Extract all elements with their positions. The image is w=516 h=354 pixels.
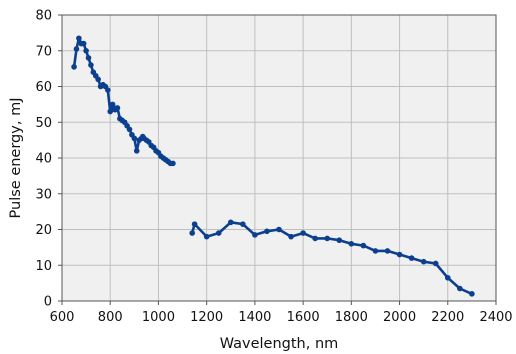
x-tick-label: 2000	[383, 310, 416, 325]
data-point	[76, 35, 82, 42]
x-tick-label: 1000	[142, 310, 175, 325]
data-point	[432, 260, 439, 267]
data-point	[227, 219, 234, 226]
x-tick-label: 2400	[479, 310, 512, 325]
data-point	[396, 251, 403, 258]
data-point	[126, 126, 133, 133]
data-point	[288, 233, 294, 240]
y-tick-label: 20	[35, 223, 52, 238]
x-tick-label: 600	[50, 310, 75, 325]
data-point	[276, 226, 282, 233]
data-point	[80, 40, 87, 47]
data-point	[170, 160, 176, 167]
data-point	[300, 230, 306, 236]
x-tick-label: 1600	[287, 310, 320, 325]
data-point	[324, 235, 331, 242]
data-point	[240, 221, 246, 227]
y-tick-label: 50	[35, 116, 52, 131]
data-point	[215, 230, 222, 236]
y-tick-label: 10	[35, 259, 52, 274]
data-point	[408, 255, 415, 261]
data-point	[133, 148, 140, 154]
y-tick-label: 60	[35, 80, 52, 95]
data-point	[469, 291, 475, 297]
x-axis-ticks: 600 800 1000 1200 1400 1600 1800 2000 2200 2400	[50, 301, 513, 325]
x-tick-label: 1200	[190, 310, 223, 325]
series-points	[71, 35, 475, 297]
data-point	[107, 108, 114, 115]
data-point	[252, 232, 258, 238]
data-point	[83, 47, 89, 54]
y-tick-label: 0	[44, 295, 52, 310]
y-axis-title: Pulse energy, mJ	[8, 98, 24, 219]
x-tick-label: 1400	[238, 310, 271, 325]
data-point	[384, 248, 391, 254]
data-point	[444, 274, 451, 281]
data-point	[312, 235, 318, 242]
data-point	[71, 64, 77, 70]
data-point	[131, 135, 138, 142]
data-point	[88, 62, 94, 68]
x-axis-title: Wavelength, nm	[220, 336, 339, 352]
y-tick-label: 30	[35, 187, 52, 202]
data-point	[372, 248, 379, 254]
data-point	[95, 76, 101, 83]
data-point	[191, 221, 198, 227]
data-point	[105, 87, 111, 93]
y-tick-label: 40	[35, 152, 52, 167]
data-point	[360, 242, 367, 249]
y-axis-ticks: 0 10 20 30 40 50 60 70 80	[35, 9, 62, 310]
data-point	[189, 230, 195, 236]
data-point	[85, 55, 92, 61]
x-tick-label: 2200	[431, 310, 464, 325]
data-point	[420, 258, 427, 265]
data-point	[73, 46, 80, 52]
data-point	[114, 105, 121, 111]
data-point	[348, 241, 355, 247]
data-point	[336, 237, 343, 244]
y-tick-label: 70	[35, 44, 52, 59]
x-tick-label: 800	[98, 310, 123, 325]
data-point	[457, 285, 463, 292]
y-tick-label: 80	[35, 9, 52, 24]
data-point	[203, 233, 210, 240]
x-tick-label: 1800	[335, 310, 368, 325]
data-point	[264, 228, 270, 235]
